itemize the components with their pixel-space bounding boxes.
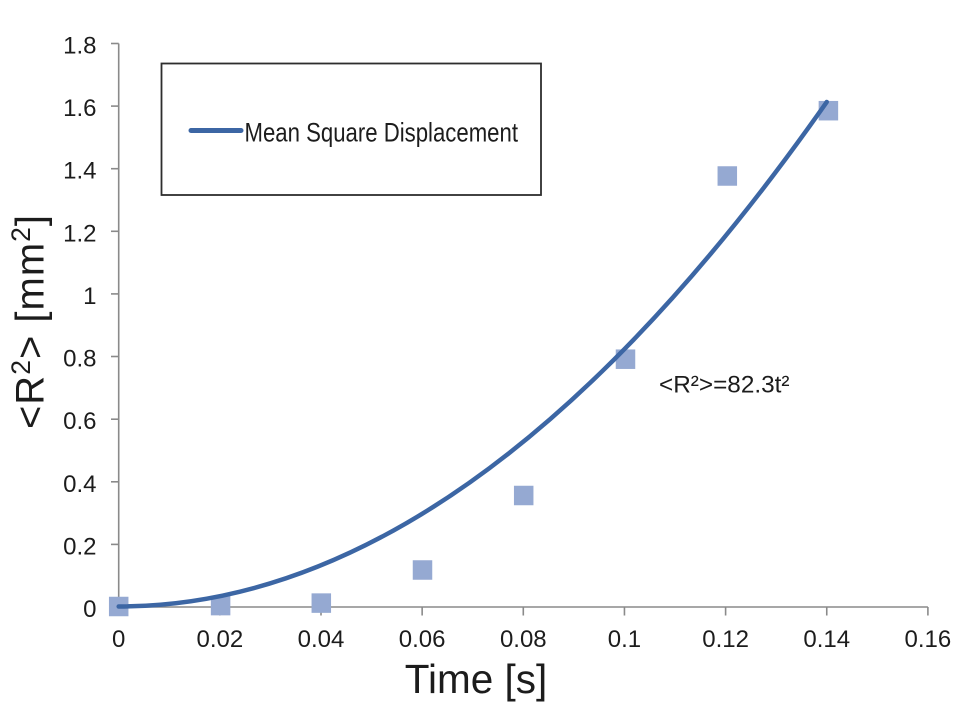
svg-text:Mean Square Displacement: Mean Square Displacement	[245, 117, 519, 147]
svg-text:0.1: 0.1	[608, 626, 641, 653]
svg-text:0: 0	[112, 626, 125, 653]
svg-text:1.4: 1.4	[63, 158, 96, 185]
svg-text:1: 1	[83, 283, 96, 310]
svg-text:0.8: 0.8	[63, 346, 96, 373]
svg-text:<R2> [mm2]: <R2> [mm2]	[6, 214, 53, 429]
svg-text:0.4: 0.4	[63, 471, 96, 498]
svg-text:0.6: 0.6	[63, 408, 96, 435]
svg-text:Time [s]: Time [s]	[405, 656, 548, 702]
svg-text:0.16: 0.16	[905, 626, 952, 653]
svg-text:0.02: 0.02	[196, 626, 243, 653]
svg-text:<R²>=82.3t²: <R²>=82.3t²	[659, 372, 790, 399]
svg-text:0.08: 0.08	[500, 626, 547, 653]
svg-text:0.04: 0.04	[298, 626, 345, 653]
svg-text:1.8: 1.8	[63, 33, 96, 60]
svg-text:0.2: 0.2	[63, 533, 96, 560]
svg-text:1.6: 1.6	[63, 95, 96, 122]
svg-text:0.06: 0.06	[399, 626, 446, 653]
svg-text:0.14: 0.14	[803, 626, 850, 653]
svg-text:0.12: 0.12	[702, 626, 749, 653]
svg-text:1.2: 1.2	[63, 220, 96, 247]
svg-text:0: 0	[83, 596, 96, 623]
